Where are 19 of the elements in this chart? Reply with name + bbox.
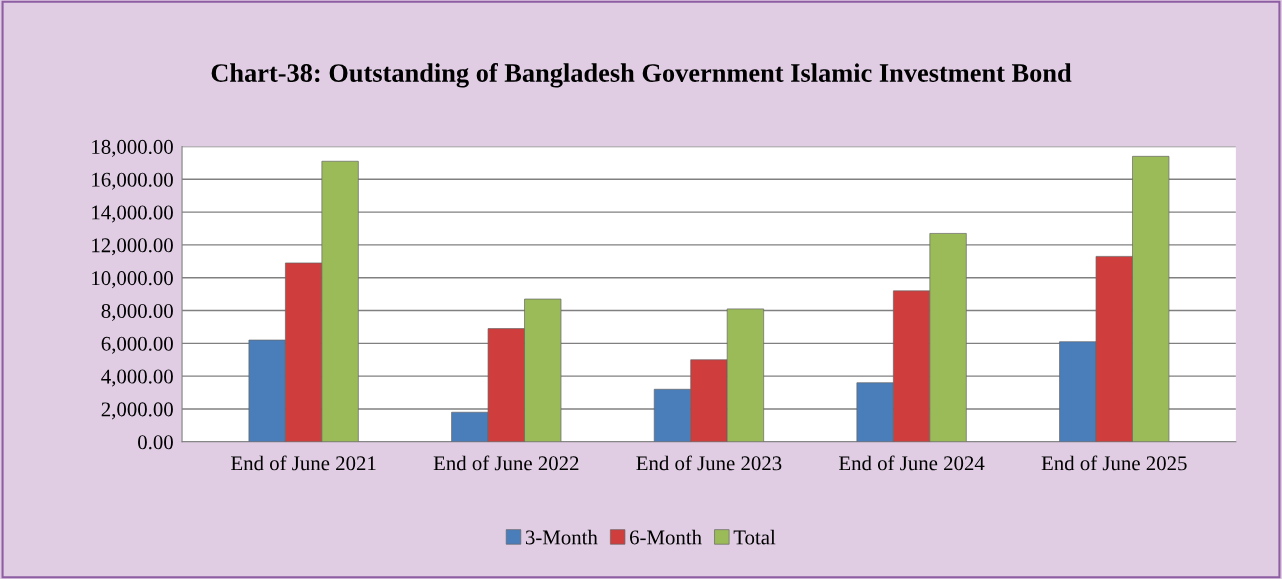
legend-label: 3-Month (525, 529, 598, 545)
y-tick-label: 4,000.00 (101, 369, 173, 387)
x-tick-label: End of June 2024 (839, 455, 985, 471)
legend-label: Total (733, 529, 776, 545)
y-tick-label: 18,000.00 (92, 139, 173, 157)
legend-label: 6-Month (630, 529, 702, 545)
x-tick-label: End of June 2023 (636, 455, 782, 471)
y-tick-label: 6,000.00 (101, 336, 173, 354)
x-tick-label: End of June 2025 (1041, 455, 1187, 471)
x-tick-label: End of June 2021 (231, 455, 376, 471)
y-tick-label: 2,000.00 (101, 402, 173, 420)
chart-title: Chart-38: Outstanding of Bangladesh Government Islamic Investment Bond (211, 63, 1072, 88)
y-tick-label: 12,000.00 (92, 238, 173, 256)
y-tick-label: 14,000.00 (92, 205, 173, 223)
y-tick-label: 16,000.00 (92, 172, 173, 190)
x-tick-label: End of June 2022 (433, 455, 579, 471)
y-tick-label: 0.00 (138, 435, 173, 450)
y-tick-label: 8,000.00 (101, 303, 173, 321)
y-tick-label: 10,000.00 (92, 271, 173, 289)
